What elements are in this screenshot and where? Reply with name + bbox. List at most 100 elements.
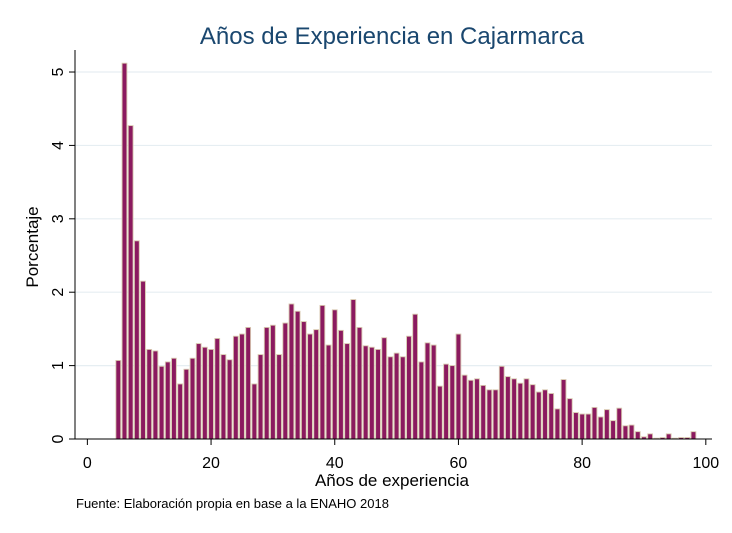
bar <box>226 359 233 440</box>
bars <box>115 62 697 440</box>
bar <box>393 352 400 440</box>
bar <box>585 413 592 440</box>
bar <box>387 356 394 440</box>
bar <box>368 346 375 440</box>
bar <box>319 304 326 440</box>
bar <box>443 363 449 440</box>
bar <box>591 406 598 440</box>
bar <box>115 360 122 440</box>
bar <box>467 379 474 440</box>
bar <box>610 420 616 440</box>
bar <box>647 433 654 440</box>
bar <box>282 322 289 440</box>
bar <box>171 357 177 440</box>
bar <box>523 378 530 440</box>
bar <box>492 389 499 440</box>
bar <box>616 407 623 440</box>
bar <box>690 431 697 440</box>
bar <box>239 333 245 440</box>
bar <box>307 333 313 440</box>
bar <box>164 361 171 440</box>
bar <box>480 384 487 440</box>
y-tick-label: 2 <box>50 288 67 297</box>
bar <box>375 349 381 440</box>
bar <box>338 329 344 440</box>
bar <box>511 378 517 440</box>
bar <box>257 354 264 440</box>
y-tick-label: 4 <box>50 141 67 150</box>
bar <box>127 125 134 440</box>
bar <box>560 379 567 440</box>
bar <box>517 382 524 440</box>
x-tick-label: 20 <box>202 455 220 472</box>
bar <box>294 310 301 440</box>
bar <box>133 240 140 440</box>
bar <box>455 333 462 440</box>
bar <box>437 385 443 440</box>
chart-title: Años de Experiencia en Cajarmarca <box>200 23 585 50</box>
axes: 0 1 2 3 4 5 0 20 40 60 80 100 <box>50 50 719 472</box>
bar <box>418 361 425 440</box>
bar <box>214 337 221 440</box>
bar <box>300 321 307 440</box>
x-tick-label: 80 <box>573 455 591 472</box>
bar <box>597 416 604 440</box>
x-axis-label: Años de experiencia <box>315 471 470 490</box>
y-tick-label: 3 <box>50 214 67 223</box>
x-tick-label: 60 <box>450 455 468 472</box>
bar <box>665 433 672 440</box>
gridlines <box>75 71 712 367</box>
bar <box>498 365 505 440</box>
bar <box>399 356 406 440</box>
bar <box>505 376 511 440</box>
bar <box>183 368 190 440</box>
bar <box>622 425 629 440</box>
bar <box>486 389 493 440</box>
bar <box>220 354 227 440</box>
bar <box>121 62 128 440</box>
bar <box>548 393 555 440</box>
bar <box>189 357 196 440</box>
bar <box>251 383 258 440</box>
bar <box>406 335 412 440</box>
bar <box>208 349 214 440</box>
bar <box>146 349 153 440</box>
bar <box>195 343 202 440</box>
bar <box>424 342 431 440</box>
bar <box>177 383 183 440</box>
bar <box>245 326 252 440</box>
bar <box>529 384 536 440</box>
bar <box>362 345 369 440</box>
bar <box>381 337 388 440</box>
bar <box>579 413 585 440</box>
bar <box>474 378 480 440</box>
bar <box>356 326 363 440</box>
bar <box>604 409 610 440</box>
bar <box>542 389 548 440</box>
y-axis-label: Porcentaje <box>23 206 42 287</box>
y-tick-label: 0 <box>50 434 67 443</box>
bar <box>412 313 419 440</box>
bar <box>449 365 456 440</box>
bar <box>232 335 239 440</box>
y-tick-label: 1 <box>50 361 67 370</box>
bar <box>263 326 270 440</box>
bar <box>554 408 561 440</box>
bar <box>573 412 579 440</box>
bar <box>140 280 146 440</box>
x-tick-label: 40 <box>326 455 344 472</box>
bar <box>535 391 542 440</box>
bar <box>628 424 635 440</box>
bar <box>331 309 338 440</box>
bar <box>158 365 165 440</box>
x-tick-label: 100 <box>692 455 719 472</box>
x-tick-label: 0 <box>83 455 92 472</box>
y-tick-label: 5 <box>50 67 67 76</box>
bar <box>350 299 357 440</box>
bar <box>430 344 437 440</box>
bar <box>313 329 320 440</box>
bar <box>634 431 641 440</box>
bar <box>276 354 282 440</box>
